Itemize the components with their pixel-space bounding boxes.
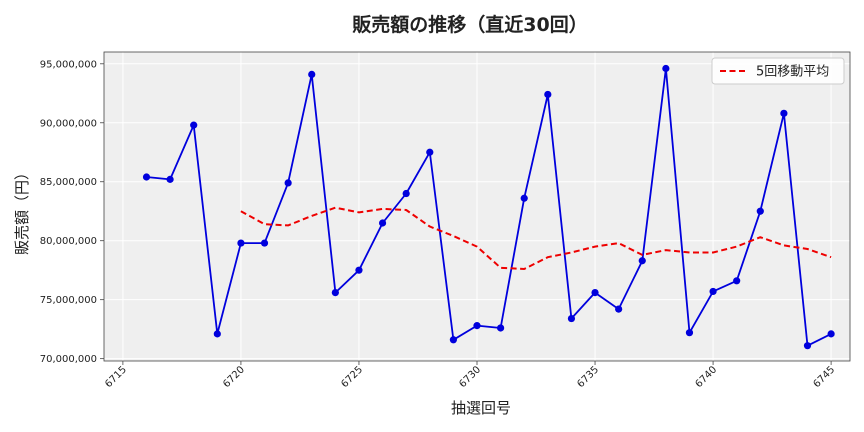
- sales-point: [709, 287, 717, 296]
- sales-point: [567, 314, 576, 323]
- sales-point: [426, 148, 434, 156]
- sales-point: [615, 305, 623, 313]
- x-axis-label: 抽選回号: [451, 399, 511, 417]
- y-tick-label: 85,000,000: [40, 177, 97, 188]
- sales-point: [213, 330, 221, 338]
- chart-title: 販売額の推移（直近30回）: [352, 13, 587, 36]
- y-tick-label: 75,000,000: [40, 295, 97, 306]
- sales-point: [260, 239, 269, 247]
- sales-point: [756, 207, 764, 215]
- sales-point: [733, 277, 741, 285]
- x-tick-label: 6725: [339, 364, 365, 390]
- sales-point: [520, 194, 528, 202]
- sales-line: [146, 67, 832, 347]
- sales-point: [827, 330, 835, 338]
- y-tick-label: 90,000,000: [40, 118, 97, 129]
- sales-point: [544, 90, 552, 99]
- sales-point: [473, 322, 481, 330]
- sales-point: [685, 329, 694, 337]
- sales-point: [284, 179, 292, 187]
- sales-point: [662, 64, 670, 73]
- gridlines: [104, 52, 850, 361]
- sales-point: [449, 336, 457, 344]
- x-tick-label: 6745: [811, 364, 837, 390]
- sales-point: [402, 189, 410, 198]
- sales-point: [591, 288, 599, 297]
- legend-label: 5回移動平均: [756, 65, 829, 80]
- moving-average-line: [240, 206, 832, 270]
- sales-point: [308, 70, 316, 79]
- sales-point: [166, 175, 174, 183]
- sales-point: [497, 324, 505, 332]
- y-axis-label: 販売額（円）: [13, 165, 31, 255]
- x-tick-label: 6720: [221, 364, 247, 390]
- sales-point: [355, 266, 363, 274]
- sales-point: [803, 342, 812, 350]
- sales-point: [237, 239, 245, 247]
- sales-point: [331, 288, 339, 297]
- sales-point: [378, 219, 387, 227]
- legend-box: [711, 57, 845, 85]
- sales-point: [638, 257, 646, 265]
- sales-point: [190, 121, 198, 129]
- y-tick-label: 70,000,000: [40, 354, 97, 365]
- sales-point: [780, 109, 788, 117]
- x-tick-label: 6715: [103, 364, 129, 390]
- x-tick-label: 6730: [457, 364, 483, 390]
- series-layer: [142, 64, 835, 350]
- x-tick-label: 6735: [575, 364, 601, 390]
- legend: 5回移動平均: [711, 57, 845, 85]
- x-tick-label: 6740: [693, 364, 719, 390]
- sales-point: [142, 173, 151, 181]
- y-tick-label: 95,000,000: [40, 59, 97, 70]
- y-tick-label: 80,000,000: [40, 236, 97, 247]
